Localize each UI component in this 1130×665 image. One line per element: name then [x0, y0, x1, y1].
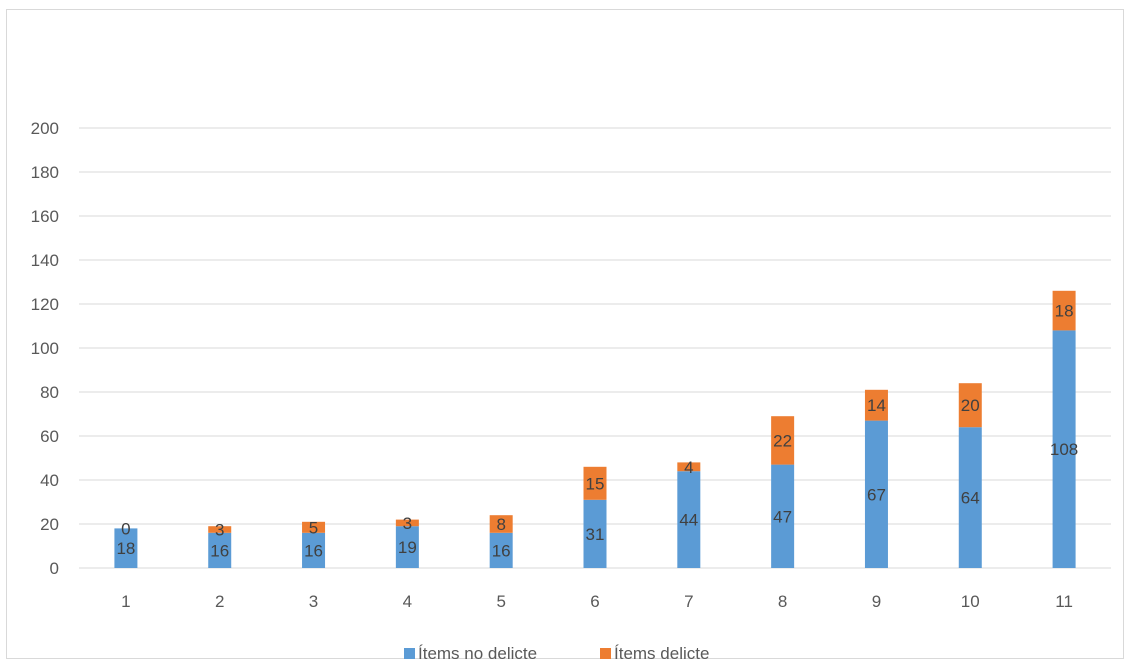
y-tick-label: 0: [50, 559, 59, 578]
bar-delicte: [395, 519, 419, 527]
legend-label-delicte: Ítems delicte: [614, 644, 709, 660]
data-label-delicte: 5: [309, 518, 318, 537]
chart-frame: 18 0 16 3 16 5 19 3 16 8 31 15 44 4 47 22 67 14 64 20 108 18 …: [6, 9, 1124, 660]
data-label-no-delicte: 108: [1050, 440, 1078, 459]
data-label-no-delicte: 67: [867, 485, 886, 504]
x-tick-label: 7: [684, 592, 693, 611]
bars: [114, 290, 1076, 568]
data-label-delicte: 4: [684, 458, 693, 477]
data-label-no-delicte: 18: [116, 539, 135, 558]
bar-delicte: [958, 383, 982, 428]
bar-no-delicte: [302, 532, 326, 568]
bar-no-delicte: [208, 532, 232, 568]
bar-delicte: [1052, 290, 1076, 331]
data-label-delicte: 15: [586, 474, 605, 493]
y-tick-label: 180: [31, 163, 59, 182]
x-tick-label: 8: [778, 592, 787, 611]
x-tick-label: 10: [961, 592, 980, 611]
bar-no-delicte: [864, 420, 888, 568]
y-tick-label: 40: [40, 471, 59, 490]
y-tick-label: 120: [31, 295, 59, 314]
data-label-no-delicte: 16: [304, 541, 323, 560]
bar-no-delicte: [114, 528, 138, 568]
grid-lines: [79, 127, 1111, 569]
bar-no-delicte: [489, 532, 513, 568]
bar-delicte: [583, 466, 607, 500]
data-label-delicte: 14: [867, 396, 886, 415]
bar-delicte: [208, 526, 232, 533]
bar-delicte: [302, 521, 326, 533]
data-label-delicte: 3: [403, 514, 412, 533]
y-tick-label: 160: [31, 207, 59, 226]
data-label-delicte: 20: [961, 396, 980, 415]
y-tick-label: 20: [40, 515, 59, 534]
x-tick-label: 1: [121, 592, 130, 611]
legend: Ítems no delicte Ítems delicte: [404, 644, 709, 660]
bar-no-delicte: [677, 471, 701, 568]
y-tick-label: 80: [40, 383, 59, 402]
y-tick-label: 100: [31, 339, 59, 358]
data-label-no-delicte: 47: [773, 507, 792, 526]
bar-delicte: [864, 389, 888, 421]
x-axis-ticks: 1 2 3 4 5 6 7 8 9 10 11: [121, 592, 1073, 611]
data-label-no-delicte: 19: [398, 538, 417, 557]
bar-delicte: [771, 416, 795, 465]
bar-no-delicte: [395, 526, 419, 568]
data-label-no-delicte: 16: [210, 541, 229, 560]
x-tick-label: 9: [872, 592, 881, 611]
bar-no-delicte: [958, 427, 982, 568]
chart-svg: 180163165193168311544447226714642010818 …: [31, 119, 1111, 660]
bar-no-delicte: [583, 499, 607, 568]
bar-no-delicte: [771, 464, 795, 568]
data-label-delicte: 8: [496, 515, 505, 534]
legend-swatch-no-delicte: [404, 648, 415, 659]
bar-delicte: [489, 515, 513, 533]
y-tick-label: 60: [40, 427, 59, 446]
y-axis-ticks: 0 20 40 60 80 100 120 140 160 180 200: [31, 119, 59, 578]
data-label-delicte: 0: [121, 519, 130, 538]
data-label-no-delicte: 64: [961, 489, 980, 508]
x-tick-label: 3: [309, 592, 318, 611]
x-tick-label: 6: [590, 592, 599, 611]
bar-delicte: [677, 462, 701, 472]
y-tick-label: 140: [31, 251, 59, 270]
legend-swatch-delicte: [600, 648, 611, 659]
x-tick-label: 4: [403, 592, 412, 611]
x-tick-label: 5: [496, 592, 505, 611]
data-label-delicte: 3: [215, 521, 224, 540]
legend-label-no-delicte: Ítems no delicte: [418, 644, 537, 660]
x-tick-label: 11: [1055, 592, 1073, 611]
data-label-no-delicte: 31: [586, 525, 605, 544]
data-label-no-delicte: 16: [492, 541, 511, 560]
x-tick-label: 2: [215, 592, 224, 611]
data-label-delicte: 22: [773, 431, 792, 450]
y-tick-label: 200: [31, 119, 59, 138]
bar-no-delicte: [1052, 330, 1076, 568]
data-label-delicte: 18: [1055, 302, 1074, 321]
data-label-no-delicte: 44: [679, 511, 698, 530]
